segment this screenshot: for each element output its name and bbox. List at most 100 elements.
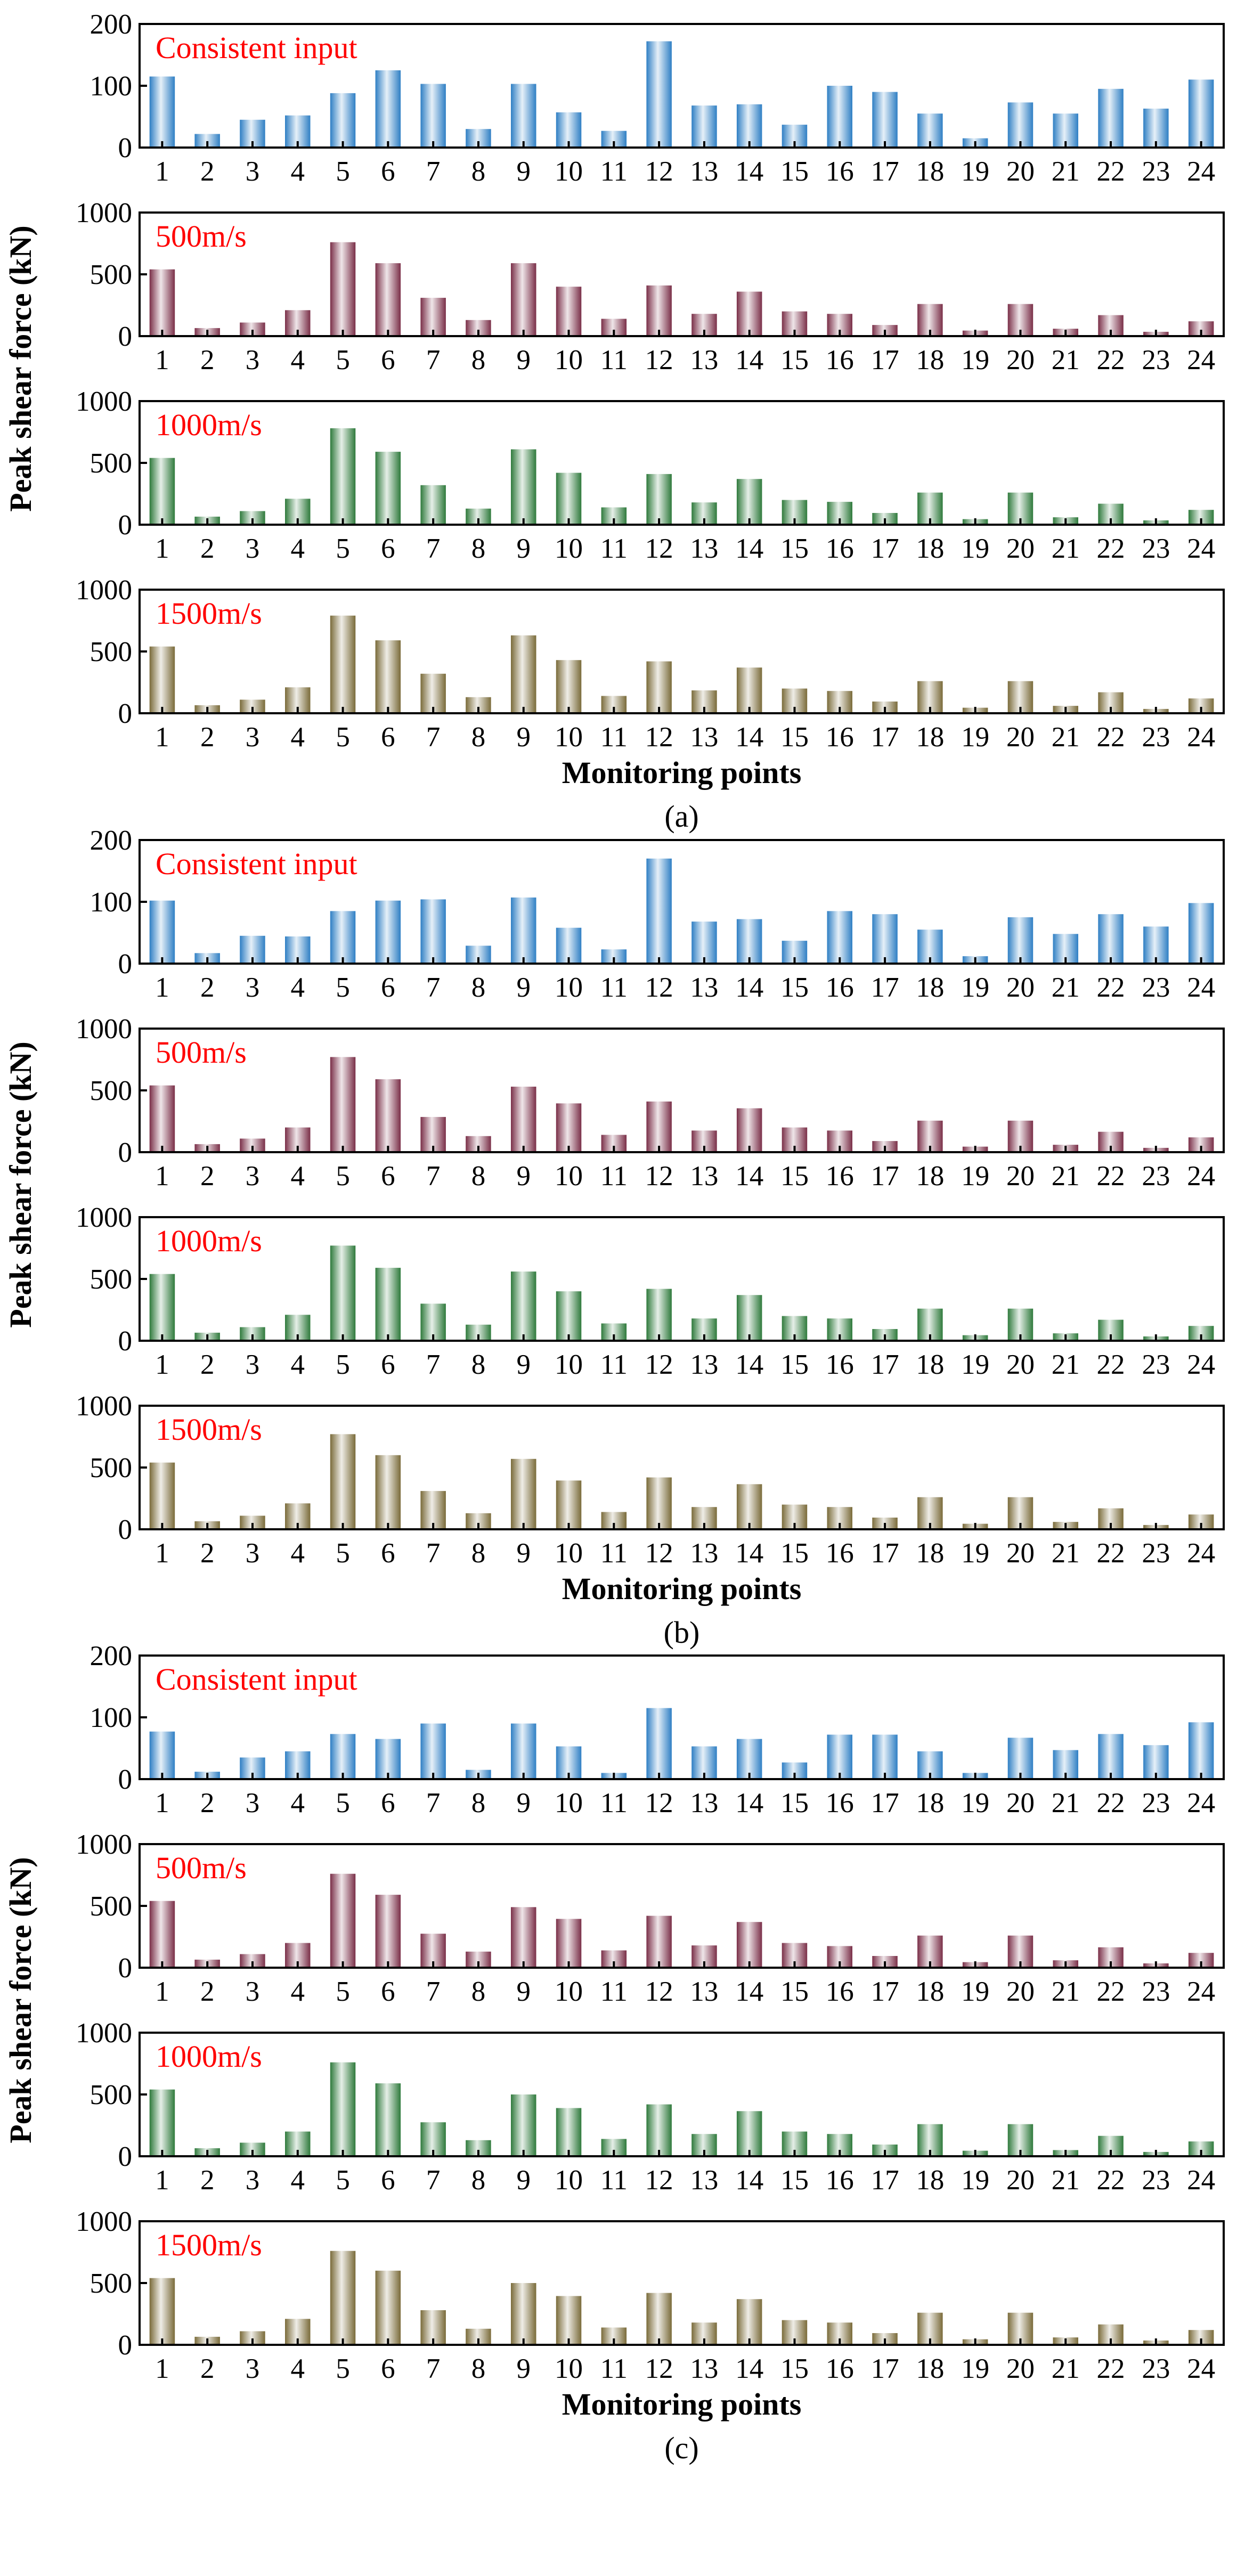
x-tick-label: 13	[690, 1161, 718, 1192]
x-tick-label: 4	[291, 156, 305, 187]
x-tick-label: 10	[555, 2165, 583, 2196]
x-tick-label: 12	[645, 1538, 673, 1569]
x-tick-label: 6	[381, 2353, 395, 2384]
bar-2-0-22	[1098, 1734, 1124, 1779]
bar-2-3-1	[149, 2278, 175, 2345]
bar-0-0-1	[149, 76, 175, 148]
x-tick-label: 9	[516, 2165, 531, 2196]
y-tick-label: 200	[90, 1641, 133, 1672]
x-tick-label: 21	[1052, 1349, 1080, 1380]
bar-2-1-5	[330, 1873, 356, 1968]
x-tick-label: 17	[871, 2165, 899, 2196]
x-tick-label: 17	[871, 722, 899, 753]
bar-2-0-5	[330, 1734, 356, 1779]
bar-1-2-12	[646, 1289, 672, 1341]
x-tick-label: 5	[336, 1788, 350, 1819]
x-tick-label: 2	[200, 1788, 215, 1819]
x-tick-label: 5	[336, 722, 350, 753]
x-tick-label: 20	[1006, 1161, 1035, 1192]
x-axis-title: Monitoring points	[562, 2387, 802, 2422]
bar-2-0-7	[420, 1723, 446, 1779]
x-tick-label: 1	[155, 2165, 169, 2196]
bar-2-1-10	[556, 1919, 582, 1968]
x-tick-label: 11	[600, 2165, 628, 2196]
x-tick-label: 2	[200, 1538, 215, 1569]
y-tick-label: 0	[118, 510, 133, 541]
x-tick-label: 2	[200, 2165, 215, 2196]
panel-annotation: 1000m/s	[156, 407, 262, 442]
x-tick-label: 12	[645, 345, 673, 376]
x-tick-label: 8	[471, 722, 486, 753]
x-tick-label: 22	[1097, 2165, 1125, 2196]
x-tick-label: 12	[645, 533, 673, 564]
bar-0-3-6	[375, 640, 401, 713]
x-tick-label: 10	[555, 1976, 583, 2007]
x-tick-label: 21	[1052, 1788, 1080, 1819]
x-tick-label: 5	[336, 2165, 350, 2196]
y-tick-label: 0	[118, 2330, 133, 2361]
bar-0-2-14	[736, 479, 762, 525]
panel-annotation: Consistent input	[156, 846, 357, 881]
x-tick-label: 1	[155, 2353, 169, 2384]
x-tick-label: 3	[246, 1538, 260, 1569]
x-tick-label: 1	[155, 1788, 169, 1819]
x-tick-label: 18	[916, 1349, 944, 1380]
x-tick-label: 17	[871, 345, 899, 376]
x-tick-label: 24	[1187, 1161, 1215, 1192]
x-tick-label: 7	[426, 1161, 441, 1192]
y-tick-label: 0	[118, 949, 133, 980]
x-tick-label: 3	[246, 533, 260, 564]
x-tick-label: 7	[426, 345, 441, 376]
bar-1-0-13	[691, 922, 717, 964]
x-tick-label: 19	[961, 2353, 989, 2384]
x-tick-label: 10	[555, 2353, 583, 2384]
x-tick-label: 5	[336, 1538, 350, 1569]
x-tick-label: 15	[780, 1349, 809, 1380]
x-tick-label: 19	[961, 345, 989, 376]
y-tick-label: 500	[90, 448, 133, 479]
x-tick-label: 23	[1142, 1788, 1170, 1819]
bar-2-3-9	[511, 2283, 536, 2345]
x-tick-label: 16	[826, 345, 854, 376]
x-tick-label: 21	[1052, 972, 1080, 1003]
x-tick-label: 4	[291, 1161, 305, 1192]
bar-1-0-14	[736, 919, 762, 964]
bar-0-3-7	[420, 673, 446, 713]
subfigure-caption: (c)	[664, 2431, 698, 2465]
x-tick-label: 21	[1052, 1976, 1080, 2007]
x-tick-label: 16	[826, 1161, 854, 1192]
x-tick-label: 1	[155, 345, 169, 376]
x-tick-label: 7	[426, 533, 441, 564]
x-tick-label: 18	[916, 1976, 944, 2007]
bar-1-0-12	[646, 858, 672, 964]
bar-1-1-14	[736, 1108, 762, 1152]
x-tick-label: 4	[291, 1538, 305, 1569]
x-tick-label: 22	[1097, 1349, 1125, 1380]
x-tick-label: 3	[246, 722, 260, 753]
x-tick-label: 9	[516, 722, 531, 753]
bar-2-0-17	[872, 1734, 898, 1779]
x-tick-label: 15	[780, 345, 809, 376]
x-tick-label: 18	[916, 1788, 944, 1819]
x-tick-label: 21	[1052, 156, 1080, 187]
x-tick-label: 2	[200, 1976, 215, 2007]
x-tick-label: 7	[426, 972, 441, 1003]
x-tick-label: 4	[291, 1349, 305, 1380]
x-tick-label: 6	[381, 1349, 395, 1380]
x-tick-label: 23	[1142, 1976, 1170, 2007]
bar-0-2-5	[330, 428, 356, 525]
x-tick-label: 22	[1097, 1976, 1125, 2007]
x-tick-label: 18	[916, 533, 944, 564]
x-tick-label: 18	[916, 722, 944, 753]
x-tick-label: 22	[1097, 156, 1125, 187]
x-tick-label: 6	[381, 1976, 395, 2007]
x-tick-label: 23	[1142, 1161, 1170, 1192]
bar-1-3-1	[149, 1462, 175, 1529]
x-tick-label: 7	[426, 722, 441, 753]
bar-0-0-16	[827, 86, 852, 148]
